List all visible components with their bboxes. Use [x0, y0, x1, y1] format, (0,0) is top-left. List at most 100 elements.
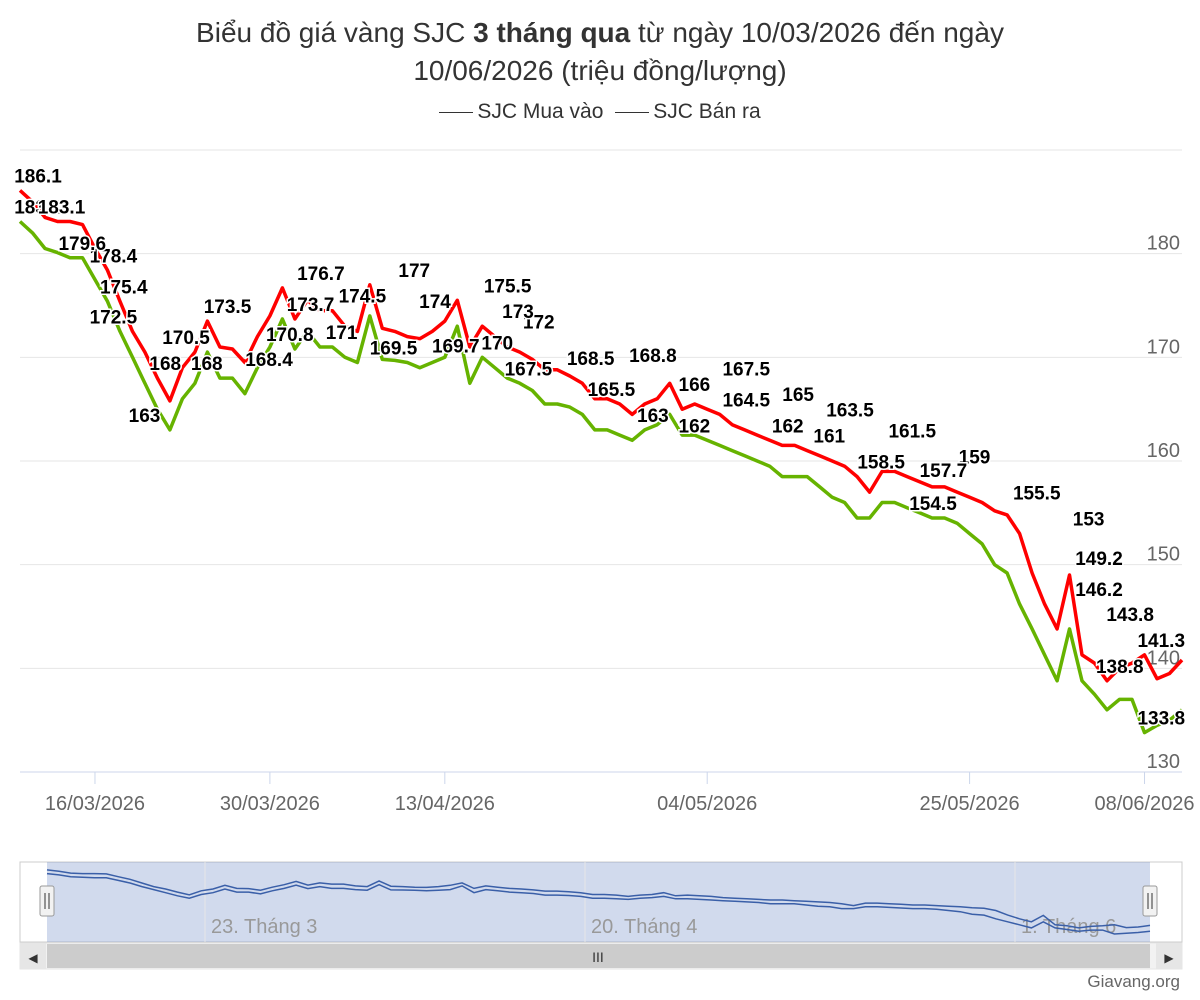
data-label: 138.8 [1096, 657, 1144, 678]
data-label: 169.5 [370, 339, 418, 360]
data-label: 158.5 [857, 453, 905, 474]
navigator-label: 1. Tháng 6 [1021, 916, 1116, 938]
data-label: 165 [782, 385, 814, 406]
data-label: 168 [191, 354, 223, 375]
chevron-right-icon: ▶ [1164, 951, 1174, 965]
data-label: 161.5 [888, 421, 936, 442]
data-label: 162 [772, 416, 804, 437]
x-tick-label: 25/05/2026 [920, 793, 1020, 815]
navigator-frame [19, 861, 1183, 943]
data-label: 146.2 [1075, 580, 1123, 601]
chart-title-suffix: từ ngày 10/03/2026 đến ngày [630, 17, 1004, 48]
navigator-series [46, 872, 1151, 935]
legend-item-buy[interactable]: SJC Mua vào [439, 100, 603, 124]
data-label: 179.6 [58, 234, 106, 255]
data-label: 164.5 [722, 390, 770, 411]
navigator-label: 23. Tháng 3 [211, 916, 317, 938]
x-axis: 16/03/2026 30/03/2026 13/04/2026 04/05/2026… [20, 771, 1195, 815]
scrollbar-grip: III [592, 949, 604, 965]
y-tick-label: 130 [1147, 751, 1180, 773]
x-tick-label: 13/04/2026 [395, 793, 495, 815]
y-tick-label: 140 [1147, 647, 1180, 669]
legend-label-sell: SJC Bán ra [653, 100, 761, 123]
y-tick-label: 150 [1147, 544, 1180, 566]
chevron-left-icon: ◀ [28, 951, 38, 965]
navigator-right-handle[interactable] [1142, 885, 1158, 917]
data-label: 170 [481, 333, 513, 354]
data-label: 168.4 [245, 350, 293, 371]
data-label: 175.4 [100, 277, 148, 298]
chart-title-bold: 3 tháng qua [473, 17, 631, 48]
data-label: 173.5 [204, 297, 252, 318]
scroll-right-button[interactable] [1156, 943, 1182, 969]
data-label: 175.5 [484, 276, 532, 297]
data-label: 170.8 [266, 325, 314, 346]
y-tick-label: 170 [1147, 336, 1180, 358]
series-line-sell [18, 189, 1184, 683]
data-label: 141.3 [1137, 631, 1185, 652]
scrollbar-thumb[interactable] [47, 944, 1150, 968]
navigator-label: 20. Tháng 4 [591, 916, 697, 938]
chart-title: Biểu đồ giá vàng SJC 3 tháng qua từ ngày… [0, 14, 1200, 90]
navigator-series [46, 869, 1151, 929]
data-label: 178.4 [90, 246, 138, 267]
chart-title-line2: 10/06/2026 (triệu đồng/lượng) [413, 55, 787, 86]
legend-label-buy: SJC Mua vào [477, 100, 604, 123]
data-label: 155.5 [1013, 484, 1061, 505]
data-label: 174 [419, 292, 451, 313]
data-label: 167.5 [722, 359, 770, 380]
data-label: 166 [679, 375, 711, 396]
data-label: 165.5 [588, 380, 636, 401]
data-label: 161 [813, 427, 845, 448]
data-label: 153 [1073, 510, 1105, 531]
data-label: 168.5 [567, 349, 615, 370]
data-label: 172 [523, 313, 555, 334]
data-label: 168.8 [629, 346, 677, 367]
data-label: 173 [502, 302, 534, 323]
data-label: 170.5 [162, 328, 210, 349]
y-axis: 130 140 150 160 170 180 [1147, 233, 1180, 773]
navigator-left-handle[interactable] [39, 885, 55, 917]
navigator[interactable]: 23. Tháng 3 20. Tháng 4 1. Tháng 6 ◀ ▶ III [19, 861, 1183, 970]
data-label: 162 [679, 416, 711, 437]
data-label: 168 [149, 354, 181, 375]
x-tick-label: 30/03/2026 [220, 793, 320, 815]
data-label: 149.2 [1075, 549, 1123, 570]
data-label: 163.5 [826, 401, 874, 422]
navigator-mask [47, 862, 1150, 942]
data-label: 183.1 [14, 198, 62, 219]
data-label: 157.7 [920, 461, 968, 482]
data-label: 171 [326, 323, 358, 344]
chart-legend: SJC Mua vào SJC Bán ra [0, 100, 1200, 124]
x-tick-label: 08/06/2026 [1094, 793, 1194, 815]
data-label: 177 [398, 261, 430, 282]
y-tick-label: 180 [1147, 233, 1180, 255]
legend-line-sell [615, 111, 650, 113]
data-label: 143.8 [1106, 605, 1154, 626]
chart-title-prefix: Biểu đồ giá vàng SJC [196, 17, 474, 48]
credit-link[interactable]: Giavang.org [1087, 972, 1180, 991]
series-layer [18, 189, 1184, 735]
legend-line-buy [439, 111, 474, 113]
data-label: 159 [959, 447, 991, 468]
data-label: 173.7 [287, 295, 335, 316]
x-tick-label: 16/03/2026 [45, 793, 145, 815]
data-label: 154.5 [909, 494, 957, 515]
legend-item-sell[interactable]: SJC Bán ra [615, 100, 761, 124]
y-tick-label: 160 [1147, 440, 1180, 462]
data-label: 186.1 [14, 166, 62, 187]
data-label: 169.7 [432, 336, 480, 357]
scroll-left-button[interactable] [20, 943, 46, 969]
series-line-buy [18, 220, 1184, 735]
data-label: 167.5 [505, 359, 553, 380]
data-label: 163 [129, 406, 161, 427]
x-tick-label: 04/05/2026 [657, 793, 757, 815]
grid-lines [20, 149, 1182, 773]
data-label: 183.1 [38, 198, 86, 219]
data-label: 174.5 [339, 287, 387, 308]
data-label: 176.7 [297, 264, 345, 285]
data-label: 133.8 [1137, 709, 1185, 730]
data-label: 172.5 [90, 307, 138, 328]
